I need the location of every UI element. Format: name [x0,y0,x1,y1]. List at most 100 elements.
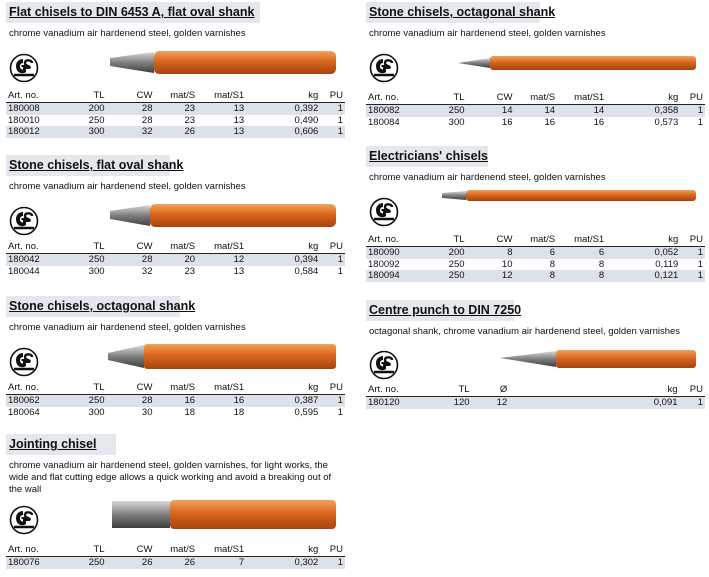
col-pu: PU [320,382,345,395]
table-row: 180076 250 26 26 7 0,302 1 [6,556,345,569]
col-mats: mat/S [154,382,198,395]
col-mats: mat/S [514,234,558,247]
cell: 200 [61,102,107,115]
product-image-row [366,184,705,236]
cell: 180042 [6,253,62,266]
jointing-chisel-image [112,500,336,529]
cell: 0,490 [294,114,319,126]
cell: 0,595 [294,406,319,418]
cell: 23 [154,102,198,115]
cell: 16 [197,394,247,407]
cell: 20 [154,253,198,266]
cell: 16 [501,116,513,128]
cell: 250 [61,556,107,569]
section-header: Stone chisels, octagonal shank [6,296,195,317]
col-mats1: mat/S1 [557,92,607,105]
cell: 14 [514,104,558,117]
col-pu: PU [320,544,345,557]
col-mats: mat/S [154,90,198,103]
cell: 0,302 [246,556,321,569]
cell: 28 [106,102,155,115]
col-mats: mat/S [514,92,558,105]
cell: 0,584 [294,265,319,277]
col-pu: PU [679,384,705,397]
col-tl: TL [61,382,107,395]
cell: 1 [320,253,345,266]
section-header: Centre punch to DIN 7250 [366,300,521,321]
gs-certification-icon [9,347,39,377]
cell: 180062 [6,394,62,407]
cell: 180082 [366,104,422,117]
cell: 250 [88,114,105,126]
section-description: chrome vanadium air hardenend steel, gol… [369,28,606,39]
section-description: chrome vanadium air hardenend steel, gol… [369,172,606,183]
cell: 0,392 [246,102,321,115]
col-mats: mat/S [154,241,198,254]
spec-table: Art. no. TL CW mat/S mat/S1 kg PU 180076… [6,544,345,569]
cell: 1 [320,126,345,138]
spec-table: Art. no. TL CW mat/S mat/S1 kg PU 180042… [6,241,345,277]
table-row: 180044 300 32 23 13 0,584 1 [6,266,345,278]
col-pu: PU [680,234,705,247]
col-cw: CW [106,241,155,254]
cell: 0,387 [246,394,321,407]
product-image-row [6,334,345,386]
cell: 180064 [8,406,40,418]
section-description: octagonal shank, chrome vanadium air har… [369,326,681,337]
col-art: Art. no. [366,384,424,397]
cell: 13 [197,126,247,138]
cell: 13 [197,102,247,115]
section-stone-chisels-flat-oval: Stone chisels, flat oval shank chrome va… [6,155,345,277]
table-row: 180092 250 10 8 8 0,119 1 [366,259,705,271]
cell: 26 [154,556,198,569]
gs-certification-icon [9,206,39,236]
col-mats1: mat/S1 [197,241,247,254]
col-art: Art. no. [6,90,62,103]
cell: 0,052 [606,246,681,259]
gs-certification-icon [9,505,39,535]
section-title: Flat chisels to DIN 6453 A, flat oval sh… [9,5,255,19]
table-row: 180084 300 16 16 16 0,573 1 [366,117,705,129]
cell: 1 [320,556,345,569]
section-title: Jointing chisel [9,437,97,451]
section-title: Stone chisels, flat oval shank [9,158,184,172]
col-cw: CW [106,90,155,103]
cell: 0,606 [246,126,321,138]
gs-certification-icon [9,53,39,83]
cell: 1 [337,406,343,418]
cell: 1 [697,116,703,128]
flat-chisel-image [110,51,336,74]
section-header: Flat chisels to DIN 6453 A, flat oval sh… [6,2,260,23]
cell: 14 [466,104,515,117]
cell: 250 [421,104,467,117]
table-row: 180064 300 30 18 18 0,595 1 [6,407,345,419]
gs-certification-icon [369,197,399,227]
table-row: 180008 200 28 23 13 0,392 1 [6,102,345,115]
cell: 180084 [368,116,400,128]
table-row: 180090 200 8 6 6 0,052 1 [366,246,705,259]
table-row: 180094 250 12 8 8 0,121 1 [366,270,705,282]
cell: 10 [501,258,513,270]
cell: 0,573 [654,116,679,128]
cell: 200 [421,246,467,259]
cell: 1 [337,265,343,277]
cell: 6 [557,246,607,259]
col-cw: CW [466,92,515,105]
section-description: chrome vanadium air hardenend steel, gol… [9,181,246,192]
cell: 180092 [368,258,400,270]
centre-punch-image [500,350,696,368]
stone-chisel-image [110,204,336,227]
section-electricians-chisels: Electricians' chisels chrome vanadium ai… [366,146,705,282]
cell: 13 [233,265,245,277]
cell: 180008 [6,102,62,115]
col-tl: TL [421,92,467,105]
col-art: Art. no. [366,92,422,105]
col-tl: TL [61,544,107,557]
cell: 23 [184,265,196,277]
cell: 6 [514,246,558,259]
col-tl: TL [421,234,467,247]
cell: 180012 [6,126,62,138]
cell: 8 [466,246,515,259]
col-kg: kg [246,90,321,103]
col-mats1: mat/S1 [197,382,247,395]
